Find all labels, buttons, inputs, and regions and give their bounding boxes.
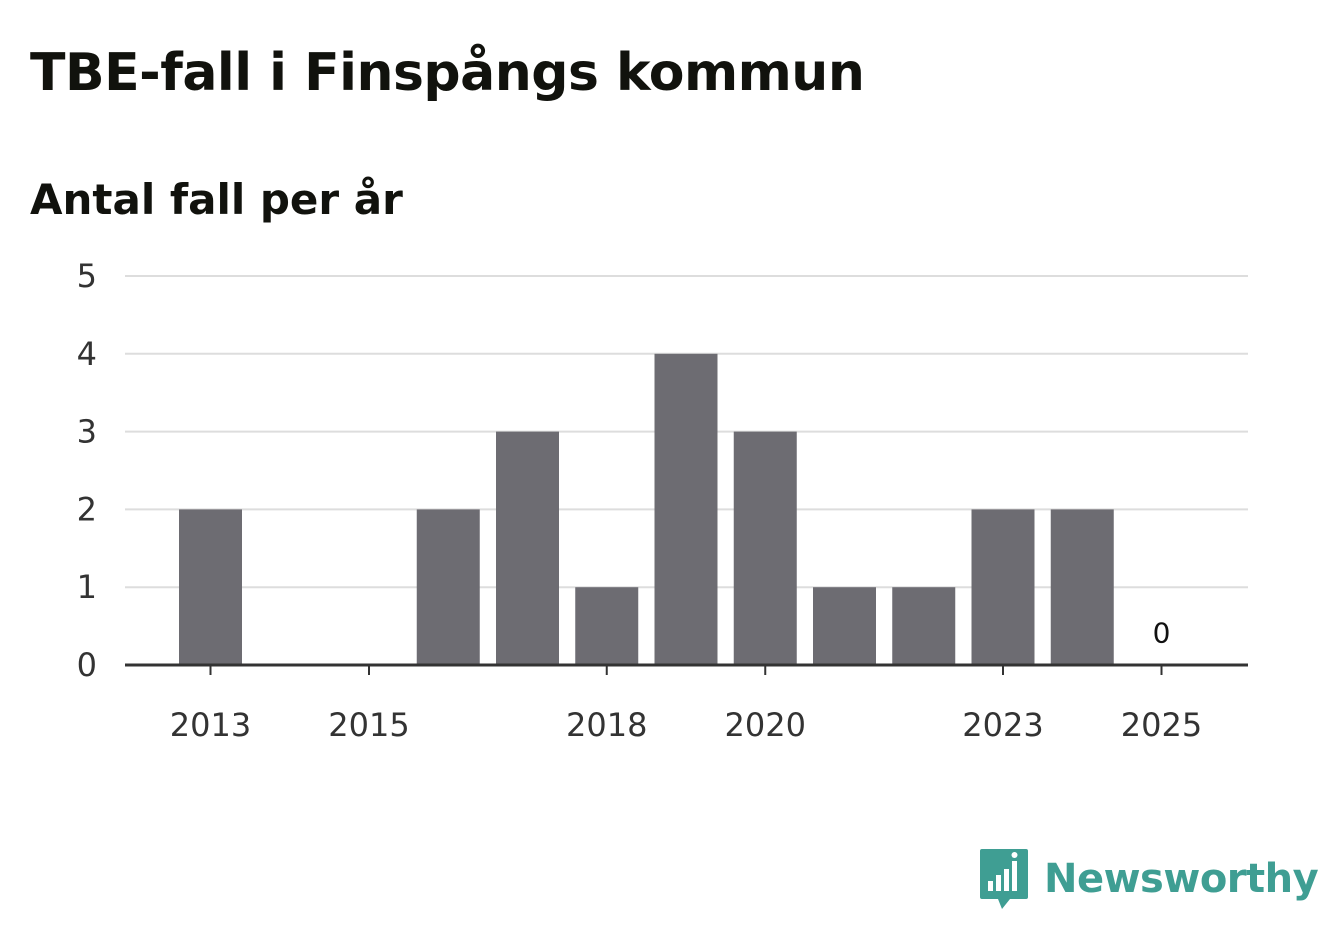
bar-2023: [971, 509, 1035, 665]
bar-2021: [813, 587, 876, 665]
y-tick-label: 0: [77, 646, 97, 684]
x-axis-ticks: 2013 2015 2018 2020 2023 2025: [125, 663, 1248, 744]
x-tick-label: 2025: [1121, 706, 1202, 744]
y-tick-label: 1: [77, 568, 97, 606]
x-tick-label: 2018: [566, 706, 647, 744]
y-tick-label: 3: [77, 413, 97, 451]
brand-name: Newsworthy: [1044, 856, 1319, 902]
chart-title: TBE-fall i Finspångs kommun: [30, 43, 865, 103]
newsworthy-logo-icon: [980, 849, 1028, 909]
bar-2022: [892, 587, 956, 665]
y-tick-label: 4: [77, 335, 97, 373]
data-labels: 0: [1153, 617, 1171, 650]
bar-2024: [1050, 509, 1114, 665]
x-tick-label: 2023: [962, 706, 1043, 744]
bar-chart: 0 1 2 3 4 5 2013 2015 2018 2020 2023 2025 0: [77, 257, 1248, 744]
bars: [179, 353, 1114, 665]
bar-2018: [575, 587, 639, 665]
bar-2013: [179, 509, 242, 665]
bar-2016: [416, 509, 480, 665]
y-axis-ticks: 0 1 2 3 4 5: [77, 257, 97, 684]
bar-2019: [654, 353, 718, 665]
y-tick-label: 2: [77, 490, 97, 528]
x-tick-label: 2020: [725, 706, 806, 744]
data-label-2025: 0: [1153, 617, 1171, 650]
x-tick-label: 2013: [170, 706, 251, 744]
bar-2017: [496, 431, 559, 665]
brand-logo: Newsworthy: [978, 846, 1319, 912]
chart-subtitle: Antal fall per år: [30, 175, 403, 224]
y-tick-label: 5: [77, 257, 97, 295]
bar-2020: [733, 431, 797, 665]
x-tick-label: 2015: [328, 706, 409, 744]
